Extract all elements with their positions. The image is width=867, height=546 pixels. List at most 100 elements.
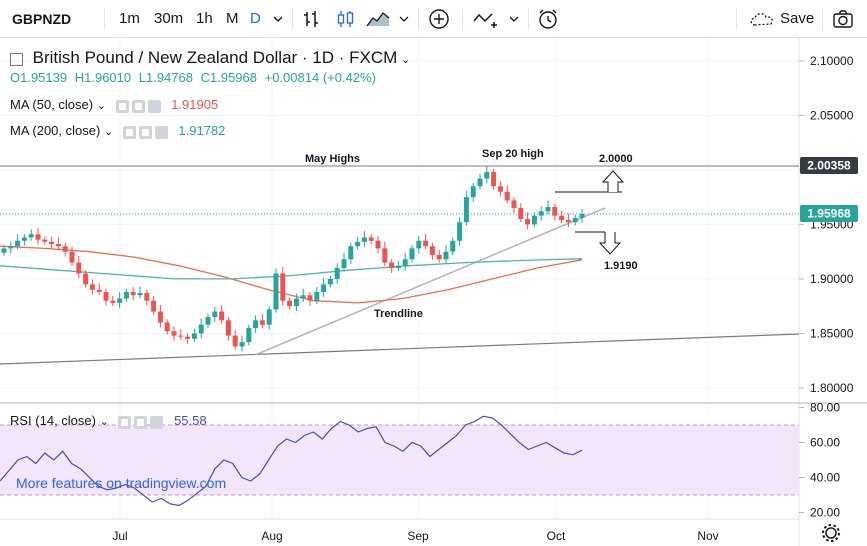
interval-day-button[interactable]: D [250, 10, 261, 27]
close-icon[interactable] [150, 416, 164, 430]
rsi-tick-label: 80.00 [810, 401, 840, 415]
candle-body [552, 206, 558, 216]
chevron-down-icon[interactable] [508, 0, 520, 38]
visibility-icon[interactable] [122, 126, 136, 140]
candle-body [83, 273, 89, 285]
target-down-arrow[interactable] [575, 231, 622, 255]
settings-icon[interactable] [138, 126, 152, 140]
camera-icon[interactable] [832, 0, 854, 38]
candle-body [559, 215, 565, 221]
candle-body [334, 268, 340, 279]
rsi-axis[interactable]: 80.00 60.00 40.00 20.00 [799, 401, 840, 520]
time-tick-label: Aug [261, 529, 282, 543]
level-price-label: 2.00358 [807, 159, 851, 173]
rsi-legend[interactable]: RSI (14, close) ⌄ 55.58 [10, 413, 207, 430]
candle-body [144, 293, 150, 301]
may-highs-price-badge: 2.00358 [800, 157, 858, 174]
toolbar-divider [104, 8, 105, 30]
candle-body [565, 220, 571, 223]
bar-chart-icon[interactable] [302, 0, 322, 38]
toolbar-divider [822, 8, 823, 30]
candle-body [518, 208, 524, 219]
chevron-down-icon[interactable]: ⌄ [400, 54, 411, 66]
candle-body [470, 186, 476, 198]
candle-body [151, 300, 157, 312]
interval-30m-button[interactable]: 30m [154, 10, 184, 27]
visibility-icon[interactable] [118, 416, 132, 430]
candle-body [76, 262, 82, 274]
candle-body [219, 311, 225, 321]
ma50-value: 1.91905 [171, 97, 219, 112]
area-chart-icon[interactable] [366, 0, 390, 38]
candle-body [137, 293, 143, 296]
interval-1m-button[interactable]: 1m [119, 10, 140, 27]
compare-icon[interactable] [472, 0, 500, 38]
tradingview-watermark-link[interactable]: More features on tradingview.com [16, 475, 226, 491]
price-tick-label: 1.90000 [810, 272, 854, 286]
candle-body [348, 246, 354, 260]
chevron-down-icon[interactable] [272, 0, 284, 38]
candle-body [531, 215, 537, 225]
candle-body [266, 309, 272, 325]
candle-body [130, 291, 136, 296]
ma200-label: MA (200, close) [10, 123, 101, 138]
visibility-icon[interactable] [115, 100, 129, 114]
time-tick-label: Sep [407, 529, 429, 543]
candle-body [579, 213, 585, 218]
interval-1h-button[interactable]: 1h [196, 10, 213, 27]
target-up-arrow[interactable] [555, 170, 625, 193]
close-icon[interactable] [154, 126, 168, 140]
add-indicator-icon[interactable] [428, 0, 450, 38]
rsi-label: RSI (14, close) [10, 413, 96, 428]
alarm-clock-icon[interactable] [536, 0, 560, 38]
price-chart[interactable]: 2.100002.050002.000001.950001.900001.850… [0, 38, 867, 546]
trendline[interactable] [254, 207, 606, 356]
ma50-legend[interactable]: MA (50, close) ⌄ 1.91905 [10, 97, 219, 114]
long-support-line[interactable] [0, 333, 800, 365]
candle-body [198, 324, 204, 334]
save-button[interactable]: Save [780, 10, 815, 27]
candle-body [457, 222, 463, 241]
candle-body [123, 291, 129, 299]
toolbar-divider [528, 8, 529, 30]
candle-body [463, 197, 469, 223]
candle-body [280, 273, 286, 301]
legend-main: British Pound / New Zealand Dollar · 1D … [10, 48, 410, 68]
candle-body [450, 240, 456, 252]
candle-body [28, 234, 34, 238]
chevron-down-icon[interactable]: ⌄ [96, 100, 106, 112]
last-price-label: 1.95968 [807, 207, 851, 221]
candle-body [538, 211, 544, 216]
settings-icon[interactable] [131, 100, 145, 114]
price-axis[interactable]: 2.100002.050002.000001.950001.900001.850… [799, 54, 854, 395]
chevron-down-icon[interactable]: ⌄ [99, 416, 109, 428]
ohlc-legend: O1.95139 H1.96010 L1.94768 C1.95968 +0.0… [10, 70, 376, 85]
candle-body [110, 300, 116, 303]
candle-body [96, 289, 102, 292]
candle-body [164, 322, 170, 332]
candle-body [429, 246, 435, 255]
candle-body [15, 240, 21, 247]
candle-body [191, 333, 197, 339]
cloud-icon[interactable] [748, 0, 776, 38]
rsi-tick-label: 40.00 [810, 471, 840, 485]
change-value: +0.00814 (+0.42%) [264, 70, 376, 85]
chevron-down-icon[interactable] [398, 0, 410, 38]
settings-icon[interactable] [134, 416, 148, 430]
chevron-down-icon[interactable]: ⌄ [103, 126, 114, 138]
candle-body [416, 240, 422, 249]
rsi-band [0, 425, 799, 495]
interval-month-button[interactable]: M [226, 10, 239, 27]
candles [1, 165, 585, 352]
candle-body [185, 336, 191, 339]
candles-icon[interactable] [336, 0, 356, 38]
close-icon[interactable] [147, 100, 161, 114]
candle-body [402, 259, 408, 266]
ma200-legend[interactable]: MA (200, close) ⌄ 1.91782 [10, 123, 225, 140]
symbol-search-button[interactable]: GBPNZD [12, 11, 72, 27]
toolbar-divider [292, 8, 293, 30]
gear-icon[interactable] [822, 524, 840, 542]
time-axis[interactable]: Jul Aug Sep Oct Nov [112, 529, 718, 543]
candle-body [382, 248, 388, 263]
collapse-legend-icon[interactable] [10, 53, 23, 67]
